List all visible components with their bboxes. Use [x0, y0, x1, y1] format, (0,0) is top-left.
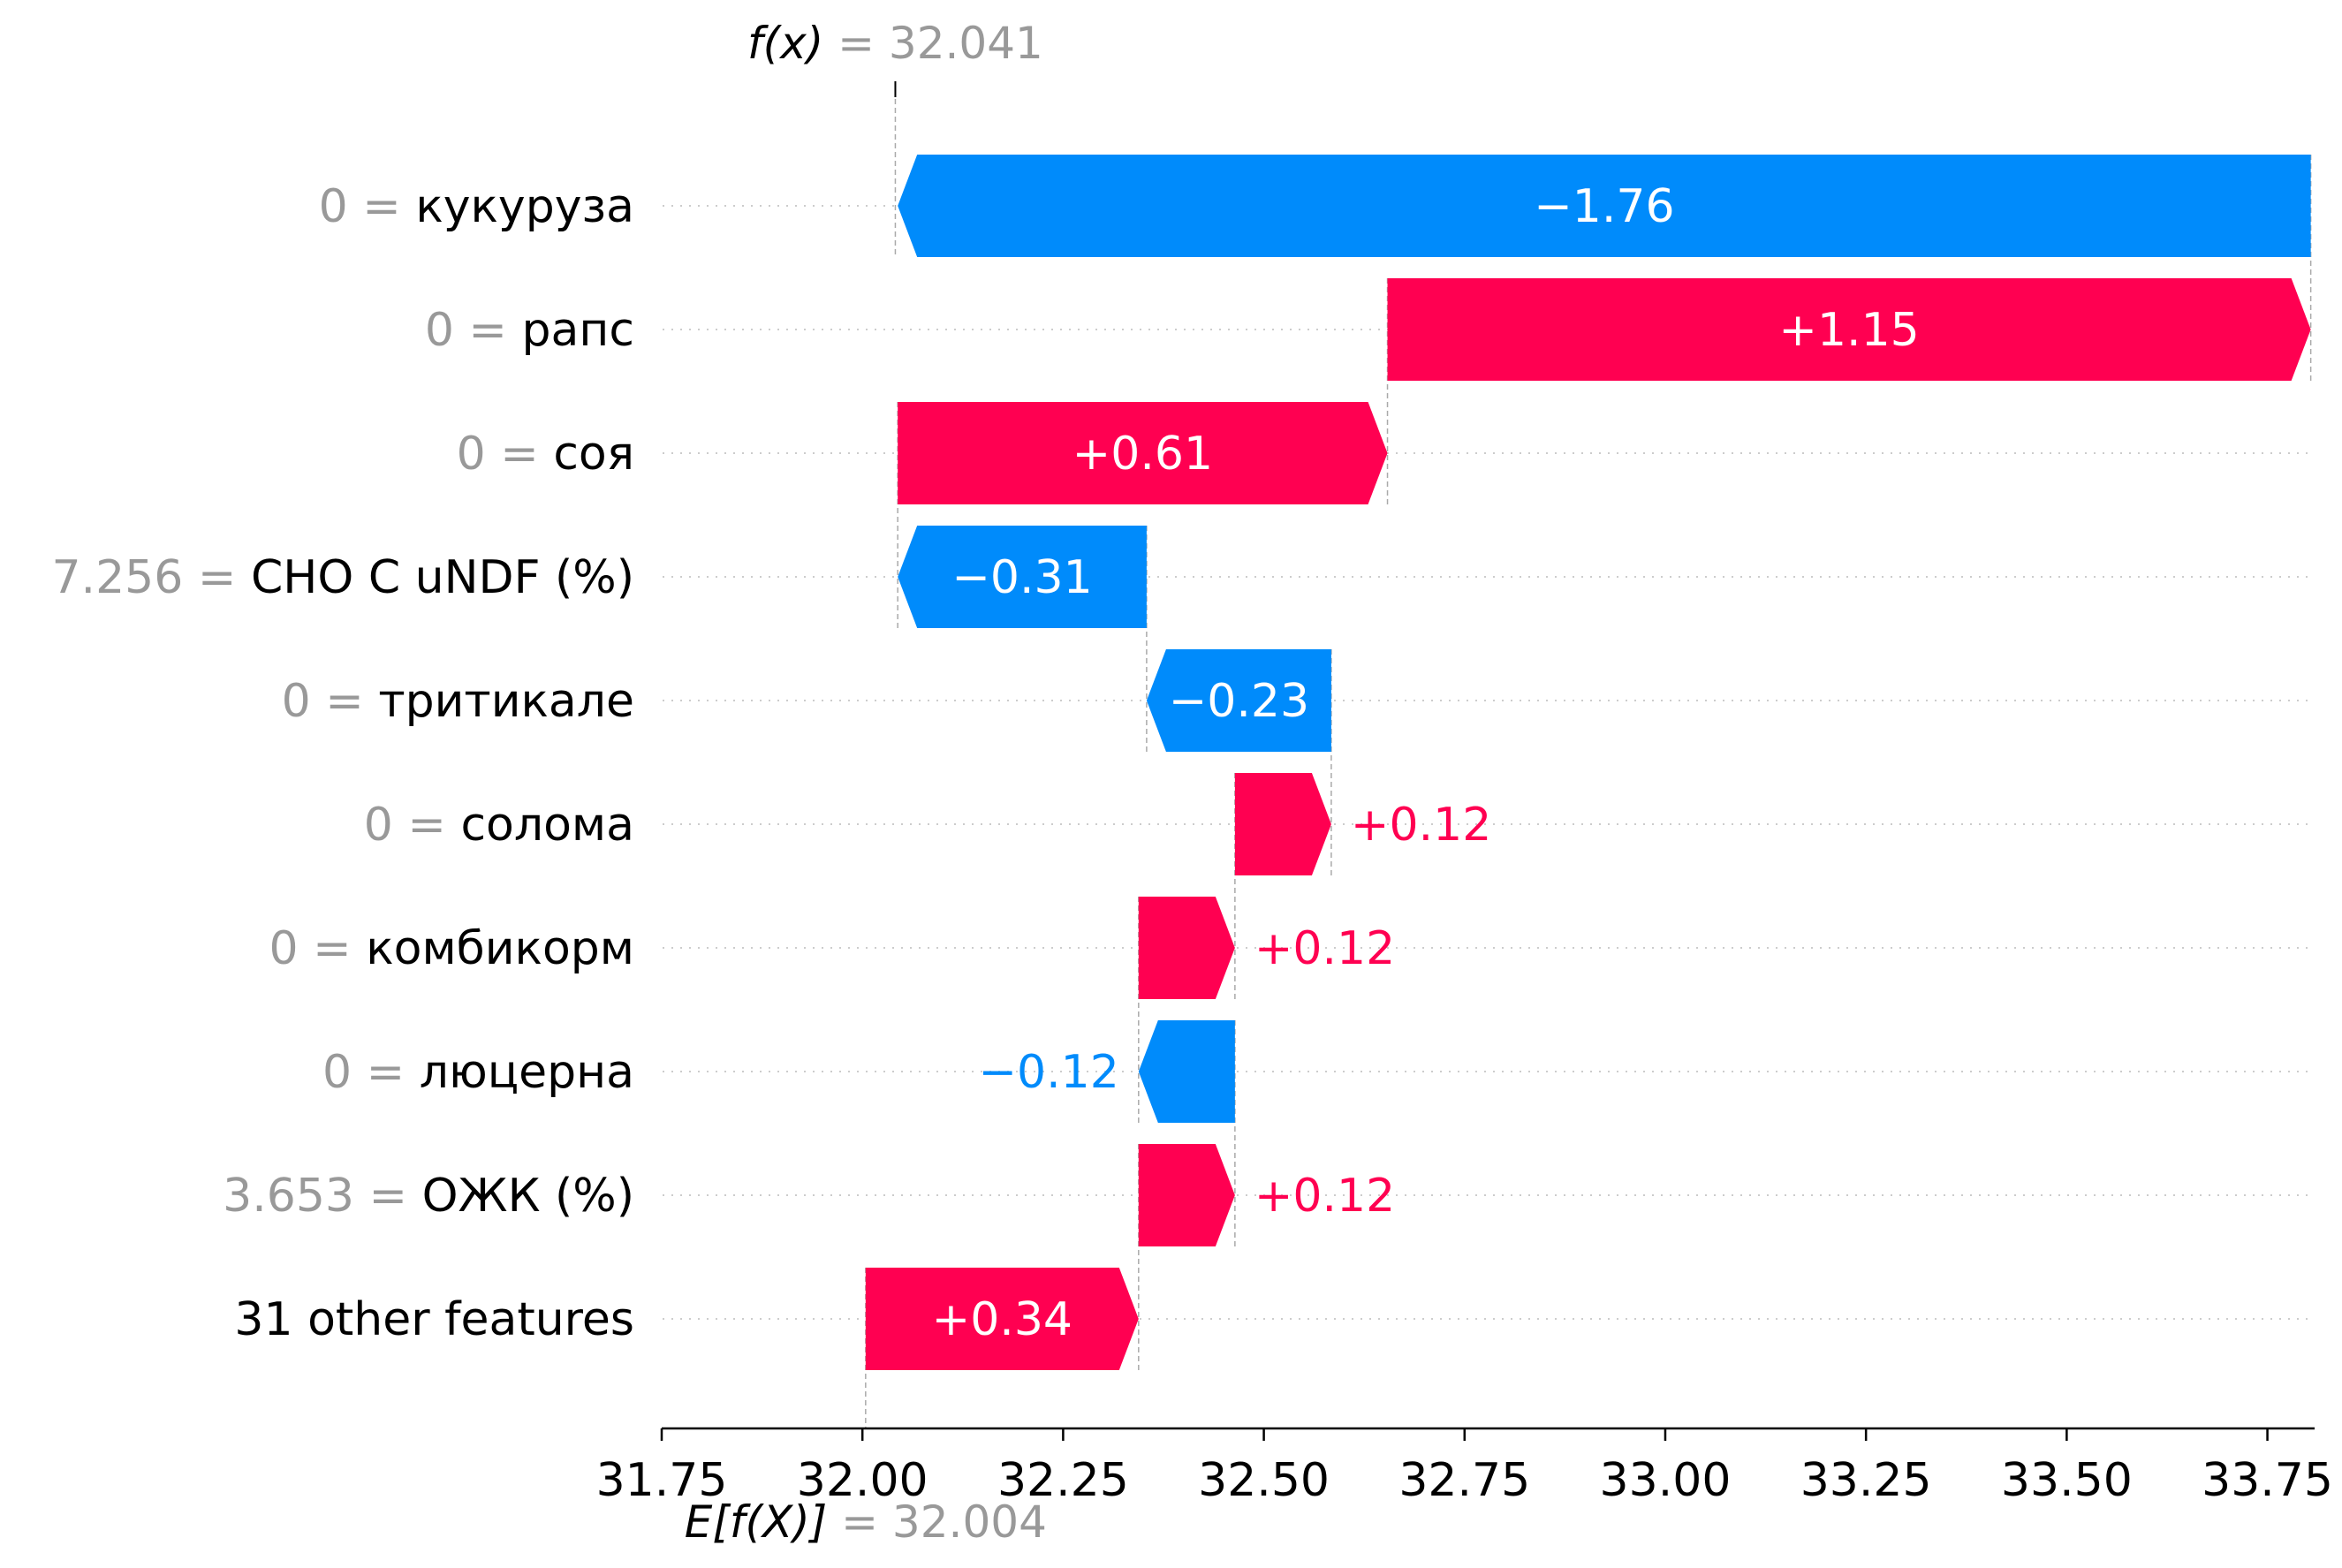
contribution-label: +0.12	[1351, 799, 1491, 852]
feature-value: 0 =	[319, 180, 416, 233]
contribution-label: −1.76	[1534, 180, 1674, 233]
contribution-label: +1.15	[1778, 304, 1919, 357]
feature-label: 0 = соя	[457, 428, 634, 481]
feature-name: CHO C uNDF (%)	[251, 551, 634, 604]
feature-name: комбикорм	[366, 922, 634, 975]
feature-label: 31 other features	[234, 1293, 634, 1346]
contribution-bar	[1234, 773, 1331, 875]
x-tick-label: 31.75	[596, 1454, 728, 1507]
feature-label: 0 = кукуруза	[319, 180, 634, 233]
contribution-bars: −1.76 +1.15 +0.61 −0.31 −0.23 +0.12 +0.12 −0.12…	[865, 155, 2311, 1370]
feature-label: 3.653 = ОЖК (%)	[223, 1170, 634, 1223]
contribution-label: +0.61	[1072, 428, 1213, 481]
contribution-label: −0.12	[978, 1046, 1118, 1099]
feature-label: 0 = солома	[364, 799, 634, 852]
feature-value: 0 =	[457, 428, 554, 481]
feature-value: 0 =	[282, 675, 379, 728]
contribution-bar	[898, 526, 1147, 628]
x-tick-label: 32.25	[997, 1454, 1129, 1507]
contribution-bar	[898, 155, 2311, 257]
contribution-label: +0.34	[932, 1293, 1072, 1346]
fx-label: f(x)	[747, 18, 838, 69]
x-tick-label: 32.50	[1198, 1454, 1330, 1507]
base-label: E[f(X)]	[685, 1496, 841, 1548]
base-annotation: E[f(X)] = 32.004	[685, 1496, 1047, 1548]
feature-value: 3.653 =	[223, 1170, 422, 1223]
feature-name: люцерна	[420, 1046, 634, 1099]
feature-label: 0 = комбикорм	[269, 922, 635, 975]
feature-label: 0 = люцерна	[322, 1046, 634, 1099]
feature-name: рапс	[522, 304, 634, 357]
feature-name: ОЖК (%)	[422, 1170, 634, 1223]
expected-value-annotations: f(x) = 32.041 E[f(X)] = 32.004	[685, 18, 1047, 1548]
feature-name: 31 other features	[234, 1293, 634, 1346]
feature-label: 0 = рапс	[425, 304, 634, 357]
feature-name: кукуруза	[415, 180, 634, 233]
feature-name: солома	[460, 799, 634, 852]
feature-label: 0 = тритикале	[282, 675, 634, 728]
feature-label: 7.256 = CHO C uNDF (%)	[51, 551, 634, 604]
fx-value: = 32.041	[838, 18, 1043, 69]
x-tick-label: 33.00	[1600, 1454, 1732, 1507]
base-value: = 32.004	[841, 1496, 1047, 1548]
feature-value: 0 =	[364, 799, 461, 852]
contribution-bar	[1138, 1144, 1235, 1246]
x-tick-label: 33.25	[1800, 1454, 1932, 1507]
fx-annotation: f(x) = 32.041	[747, 18, 1043, 69]
x-tick-label: 33.75	[2202, 1454, 2333, 1507]
feature-value: 0 =	[322, 1046, 420, 1099]
contribution-label: −0.31	[951, 551, 1092, 604]
contribution-label: +0.12	[1254, 1170, 1395, 1223]
feature-value: 0 =	[269, 922, 367, 975]
contribution-bar	[1387, 278, 2311, 381]
contribution-label: −0.23	[1169, 675, 1309, 728]
feature-name: тритикале	[378, 675, 634, 728]
feature-value: 7.256 =	[51, 551, 251, 604]
x-tick-label: 32.75	[1398, 1454, 1530, 1507]
contribution-label: +0.12	[1254, 922, 1395, 975]
contribution-bar	[898, 402, 1388, 504]
contribution-bar	[865, 1268, 1139, 1370]
contribution-bar	[1138, 897, 1235, 999]
x-axis: 31.75 32.00 32.25 32.50 32.75 33.00 33.25 33.50…	[596, 1427, 2333, 1507]
feature-value: 0 =	[425, 304, 522, 357]
x-tick-label: 32.00	[797, 1454, 928, 1507]
x-tick-label: 33.50	[2001, 1454, 2133, 1507]
feature-name: соя	[553, 428, 634, 481]
contribution-bar	[1138, 1020, 1235, 1123]
contribution-bar	[1146, 649, 1331, 752]
